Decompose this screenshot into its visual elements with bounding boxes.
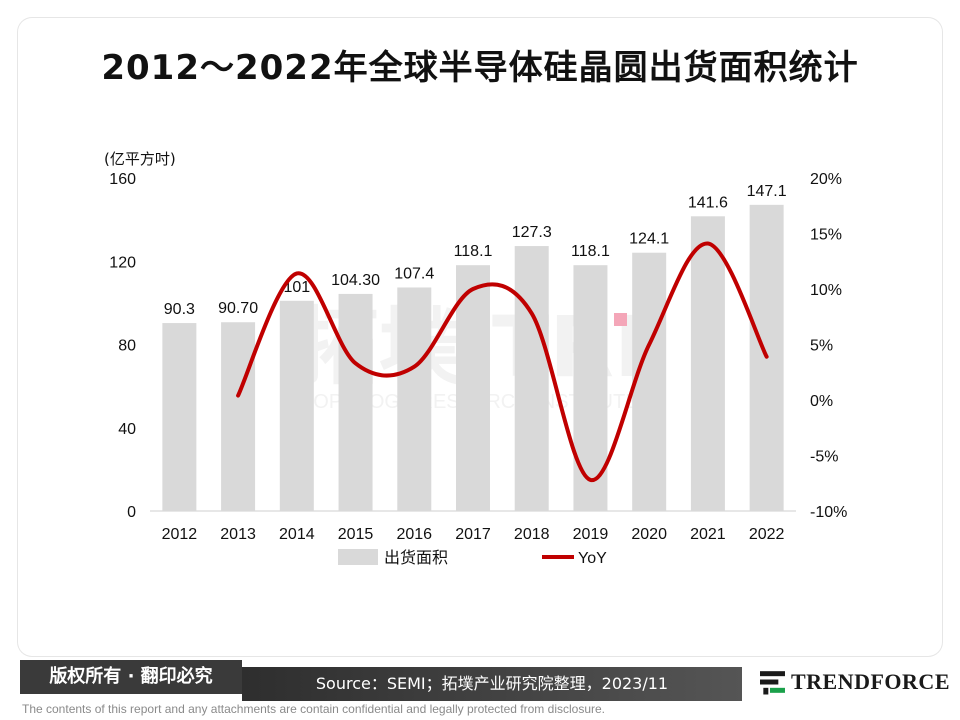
page-title: 2012～2022年全球半导体硅晶圆出货面积统计 (101, 48, 859, 88)
x-tick-2014: 2014 (279, 526, 315, 543)
y-left-tick-0: 0 (127, 504, 136, 521)
bar-label-2012: 90.3 (164, 301, 195, 318)
x-tick-2016: 2016 (396, 526, 432, 543)
x-tick-2012: 2012 (162, 526, 198, 543)
x-tick-2022: 2022 (749, 526, 785, 543)
y-right-tick--10%: -10% (810, 504, 847, 521)
copyright-badge: 版权所有 · 翻印必究 (20, 660, 242, 694)
x-tick-2017: 2017 (455, 526, 491, 543)
y-right-tick-5%: 5% (810, 338, 833, 355)
y-right-tick-15%: 15% (810, 227, 842, 244)
bar-2016 (397, 287, 432, 511)
bar-label-2014: 101 (283, 279, 310, 296)
trendforce-logo-icon (760, 671, 785, 695)
bar-2021 (690, 216, 725, 512)
bar-label-2019: 118.1 (571, 243, 610, 260)
bar-2017 (456, 265, 490, 511)
x-tick-2020: 2020 (631, 526, 667, 543)
y-left-label: (亿平方吋) (104, 150, 176, 168)
bar-2014 (279, 300, 314, 511)
bar-label-2018: 127.3 (512, 224, 552, 241)
x-tick-2018: 2018 (514, 526, 550, 543)
bar-label-2020: 124.1 (629, 231, 669, 248)
source-note: Source：SEMI；拓墣产业研究院整理，2023/11 (242, 667, 742, 701)
y-right-tick-20%: 20% (810, 171, 842, 188)
bar-2020 (632, 252, 667, 512)
bar-label-2021: 141.6 (688, 194, 728, 211)
y-right-tick-10%: 10% (810, 282, 842, 299)
bar-label-2013: 90.70 (218, 300, 258, 317)
bar-2013 (221, 322, 256, 511)
y-left-tick-160: 160 (109, 171, 136, 188)
y-left-tick-40: 40 (118, 421, 136, 438)
x-tick-2013: 2013 (220, 526, 256, 543)
bar-label-2017: 118.1 (454, 243, 493, 260)
trendforce-logo: TRENDFORCE (760, 662, 950, 702)
y-left-tick-120: 120 (109, 254, 136, 271)
bar-2018 (514, 246, 549, 511)
bar-label-2015: 104.30 (331, 272, 380, 289)
logo-text: TRENDFORCE (790, 669, 950, 694)
x-tick-2015: 2015 (338, 526, 374, 543)
y-left-tick-80: 80 (118, 338, 136, 355)
y-right-tick--5%: -5% (810, 449, 838, 466)
bar-2015 (338, 293, 373, 511)
x-tick-2019: 2019 (573, 526, 609, 543)
legend-label-line: YoY (578, 550, 607, 567)
legend-label-bar: 出货面积 (384, 548, 448, 567)
disclaimer: The contents of this report and any atta… (22, 702, 605, 716)
y-right-tick-0%: 0% (810, 393, 833, 410)
legend-swatch-bar (338, 549, 378, 565)
bar-label-2022: 147.1 (747, 183, 787, 200)
watermark-marker (614, 313, 627, 326)
bar-2012 (162, 323, 197, 511)
bar-label-2016: 107.4 (394, 265, 434, 282)
x-tick-2021: 2021 (690, 526, 726, 543)
yoy-line (236, 241, 769, 482)
